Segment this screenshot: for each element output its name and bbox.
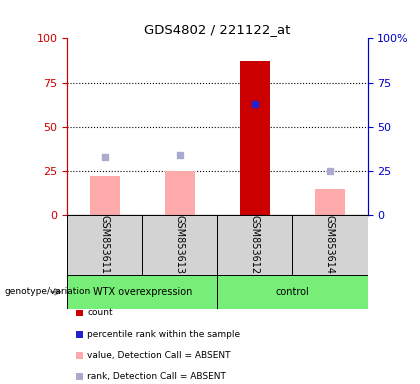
Text: percentile rank within the sample: percentile rank within the sample [87, 329, 241, 339]
Text: value, Detection Call = ABSENT: value, Detection Call = ABSENT [87, 351, 231, 360]
Title: GDS4802 / 221122_at: GDS4802 / 221122_at [144, 23, 291, 36]
Bar [67, 275, 218, 309]
Bar [292, 215, 368, 275]
Text: GSM853613: GSM853613 [175, 215, 185, 274]
Bar [67, 215, 142, 275]
Bar [165, 171, 195, 215]
Bar [90, 176, 120, 215]
Text: GSM853612: GSM853612 [250, 215, 260, 274]
Bar [315, 189, 345, 215]
Text: count: count [87, 308, 113, 318]
Bar [240, 61, 270, 215]
Text: genotype/variation: genotype/variation [4, 287, 90, 296]
Text: GSM853614: GSM853614 [325, 215, 335, 274]
Bar [142, 215, 218, 275]
Bar [218, 275, 368, 309]
Text: control: control [276, 287, 309, 297]
Text: GSM853611: GSM853611 [100, 215, 110, 274]
Text: rank, Detection Call = ABSENT: rank, Detection Call = ABSENT [87, 372, 226, 381]
Bar [218, 215, 292, 275]
Text: WTX overexpression: WTX overexpression [92, 287, 192, 297]
